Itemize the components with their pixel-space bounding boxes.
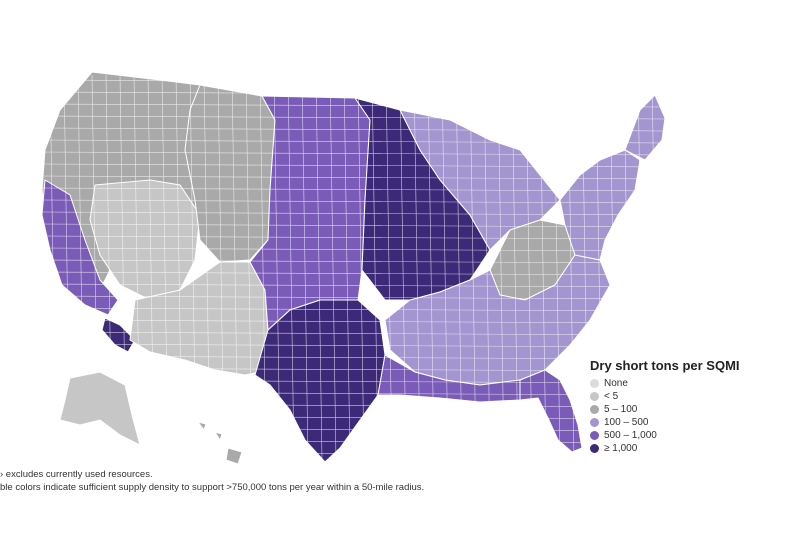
legend-label: 100 – 500 xyxy=(604,417,649,428)
region-alaska xyxy=(59,371,141,446)
legend-item: None xyxy=(590,377,790,390)
legend-label: 500 – 1,000 xyxy=(604,430,657,441)
region-florida xyxy=(519,369,583,453)
region-southern-california xyxy=(101,317,136,353)
region-great-basin xyxy=(89,179,201,301)
insets xyxy=(59,371,243,465)
legend-swatch-icon xyxy=(590,392,599,401)
legend-item: < 5 xyxy=(590,390,790,403)
region-hawaii xyxy=(196,421,243,465)
legend-title: Dry short tons per SQMI xyxy=(590,358,740,373)
region-maine xyxy=(624,94,666,161)
region-texas xyxy=(254,299,386,463)
region-northeast xyxy=(559,149,641,261)
legend-swatch-icon xyxy=(590,405,599,414)
legend-item: 5 – 100 xyxy=(590,403,790,416)
legend-label: < 5 xyxy=(604,391,619,402)
legend-swatch-icon xyxy=(590,379,599,388)
notes: › excludes currently used resources. ble… xyxy=(0,468,424,494)
legend-items: None < 5 5 – 100 100 – 500 500 – 1,000 ≥ 1,00… xyxy=(590,377,790,455)
legend-label: ≥ 1,000 xyxy=(604,443,638,454)
note-1: › excludes currently used resources. xyxy=(0,469,153,480)
contiguous-us xyxy=(41,71,666,463)
legend-item: ≥ 1,000 xyxy=(590,442,790,455)
legend-label: 5 – 100 xyxy=(604,404,638,415)
legend-swatch-icon xyxy=(590,431,599,440)
legend-label: None xyxy=(604,378,628,389)
note-2: ble colors indicate sufficient supply de… xyxy=(0,482,425,493)
legend-swatch-icon xyxy=(590,418,599,427)
legend-item: 100 – 500 xyxy=(590,416,790,429)
region-california-coast xyxy=(41,179,119,316)
legend: Dry short tons per SQMI None < 5 5 – 100 10… xyxy=(590,358,790,455)
legend-swatch-icon xyxy=(590,444,599,453)
legend-item: 500 – 1,000 xyxy=(590,429,790,442)
